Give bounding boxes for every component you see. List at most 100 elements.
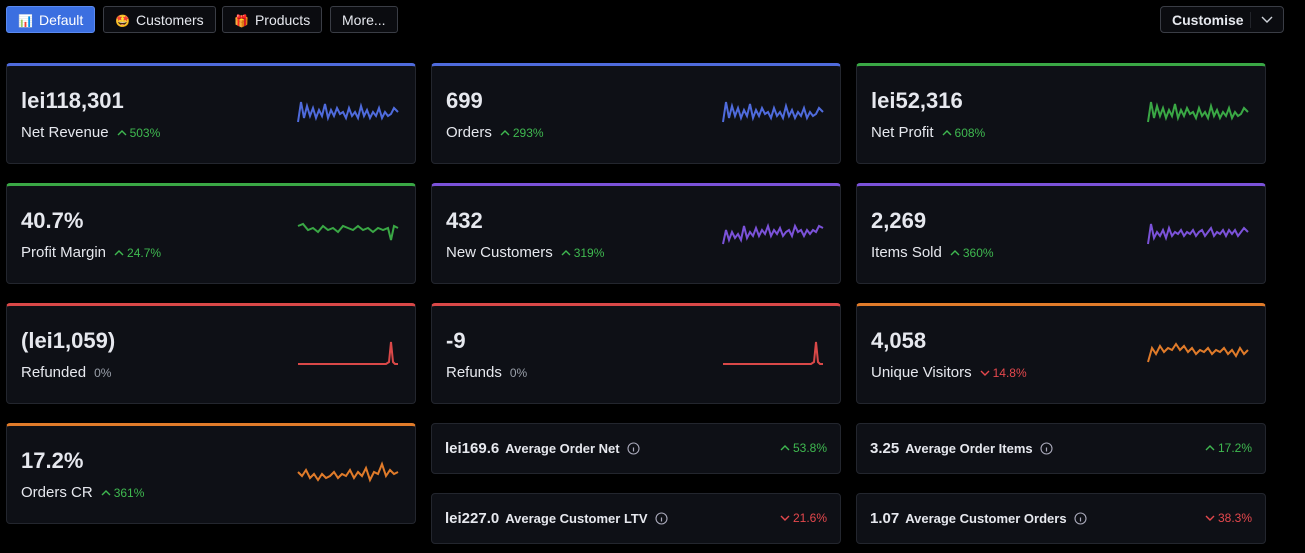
tab-label: Default xyxy=(38,12,84,28)
trend-arrow xyxy=(1205,515,1215,521)
customise-label: Customise xyxy=(1172,12,1244,28)
tab[interactable]: 🎁 Products xyxy=(222,6,323,33)
sparkline-path xyxy=(1147,223,1249,245)
small-card-main: 3.25 Average Order Items xyxy=(870,440,1053,457)
metric-value: 17.2% xyxy=(21,448,84,473)
metric-card[interactable]: 4,058 Unique Visitors 14.8% xyxy=(856,303,1266,404)
metric-label-row: Profit Margin 24.7% xyxy=(21,244,161,261)
metric-label: Items Sold xyxy=(871,244,942,261)
metric-card[interactable]: 40.7% Profit Margin 24.7% xyxy=(6,183,416,284)
metric-change: 0% xyxy=(94,366,111,380)
metric-label: Orders CR xyxy=(21,484,93,501)
info-circle xyxy=(654,512,668,525)
chevron xyxy=(1205,445,1215,451)
small-card[interactable]: 3.25 Average Order Items 17.2% xyxy=(856,423,1266,474)
info-icon xyxy=(1040,442,1053,455)
chevron xyxy=(500,130,510,136)
info-icon xyxy=(654,512,668,525)
tab[interactable]: More... xyxy=(330,6,398,33)
small-change: 17.2% xyxy=(1205,441,1252,455)
metric-card[interactable]: 2,269 Items Sold 360% xyxy=(856,183,1266,284)
small-label: Average Customer LTV xyxy=(505,511,648,526)
metric-card[interactable]: 432 New Customers 319% xyxy=(431,183,841,284)
metric-label: Net Revenue xyxy=(21,124,109,141)
sparkline xyxy=(1147,101,1249,123)
tab-label: More... xyxy=(342,12,386,28)
metric-change: 608% xyxy=(942,126,986,140)
metric-card[interactable]: (lei1,059) Refunded 0% xyxy=(6,303,416,404)
sparkline-path xyxy=(297,461,399,483)
trend-arrow xyxy=(101,490,111,496)
tab-icon: 📊 xyxy=(18,14,33,28)
metric-label: New Customers xyxy=(446,244,553,261)
small-card[interactable]: lei227.0 Average Customer LTV 21.6% xyxy=(431,493,841,544)
metric-change: 360% xyxy=(950,246,994,260)
small-value: lei169.6 xyxy=(445,440,500,457)
info-circle xyxy=(1040,442,1053,455)
change-text: 608% xyxy=(954,126,986,140)
metric-card[interactable]: -9 Refunds 0% xyxy=(431,303,841,404)
chevron xyxy=(101,490,111,496)
metric-label-row: Net Profit 608% xyxy=(871,124,985,141)
metric-card[interactable]: 17.2% Orders CR 361% xyxy=(6,423,416,524)
metric-value: lei118,301 xyxy=(21,88,124,113)
trend-arrow xyxy=(1205,445,1215,451)
small-card[interactable]: lei169.6 Average Order Net 53.8% xyxy=(431,423,841,474)
metric-label: Refunds xyxy=(446,364,502,381)
metric-label-row: Items Sold 360% xyxy=(871,244,994,261)
change-text: 14.8% xyxy=(992,366,1027,380)
trend-arrow xyxy=(942,130,952,136)
chevron xyxy=(117,130,127,136)
small-card[interactable]: 1.07 Average Customer Orders 38.3% xyxy=(856,493,1266,544)
metric-change: 0% xyxy=(510,366,527,380)
change-text: 361% xyxy=(113,486,145,500)
tab[interactable]: 🤩 Customers xyxy=(103,6,216,33)
small-label: Average Order Net xyxy=(505,441,620,456)
sparkline xyxy=(723,341,823,365)
chevron xyxy=(980,370,990,376)
info-icon xyxy=(1074,512,1087,525)
small-card-main: 1.07 Average Customer Orders xyxy=(870,510,1087,527)
sparkline xyxy=(298,341,398,365)
sparkline xyxy=(1147,342,1249,363)
metric-label-row: Unique Visitors 14.8% xyxy=(871,364,1027,381)
metric-label-row: Refunds 0% xyxy=(446,364,527,381)
sparkline xyxy=(297,461,399,483)
metric-label: Unique Visitors xyxy=(871,364,972,381)
metric-card[interactable]: lei52,316 Net Profit 608% xyxy=(856,63,1266,164)
chevron xyxy=(780,515,790,521)
change-text: 293% xyxy=(512,126,544,140)
small-label: Average Order Items xyxy=(905,441,1033,456)
trend-arrow xyxy=(780,445,790,451)
change-text: 24.7% xyxy=(127,246,162,260)
change-text: 503% xyxy=(129,126,161,140)
trend-arrow xyxy=(500,130,510,136)
chevron xyxy=(780,445,790,451)
metric-card[interactable]: 699 Orders 293% xyxy=(431,63,841,164)
chevron xyxy=(1205,515,1215,521)
trend-arrow xyxy=(980,370,990,376)
tab[interactable]: 📊 Default xyxy=(6,6,96,33)
metric-value: 699 xyxy=(446,88,483,113)
sparkline xyxy=(722,222,824,245)
metric-value: 432 xyxy=(446,208,483,233)
chevron xyxy=(942,130,952,136)
customise-button[interactable]: Customise xyxy=(1160,6,1284,33)
small-change: 53.8% xyxy=(780,441,827,455)
metric-label: Refunded xyxy=(21,364,87,381)
small-change: 38.3% xyxy=(1205,511,1252,525)
change-text: 360% xyxy=(962,246,994,260)
metric-value: 40.7% xyxy=(21,208,84,233)
change-text: 53.8% xyxy=(792,441,827,455)
chevron xyxy=(950,250,960,256)
sparkline-path xyxy=(298,341,398,365)
metric-change: 361% xyxy=(101,486,145,500)
info-circle xyxy=(1074,512,1087,525)
small-value: 1.07 xyxy=(870,510,900,527)
metric-card[interactable]: lei118,301 Net Revenue 503% xyxy=(6,63,416,164)
small-value: lei227.0 xyxy=(445,510,500,527)
sparkline-path xyxy=(722,222,824,245)
sparkline-path xyxy=(297,222,399,241)
change-text: 21.6% xyxy=(792,511,827,525)
